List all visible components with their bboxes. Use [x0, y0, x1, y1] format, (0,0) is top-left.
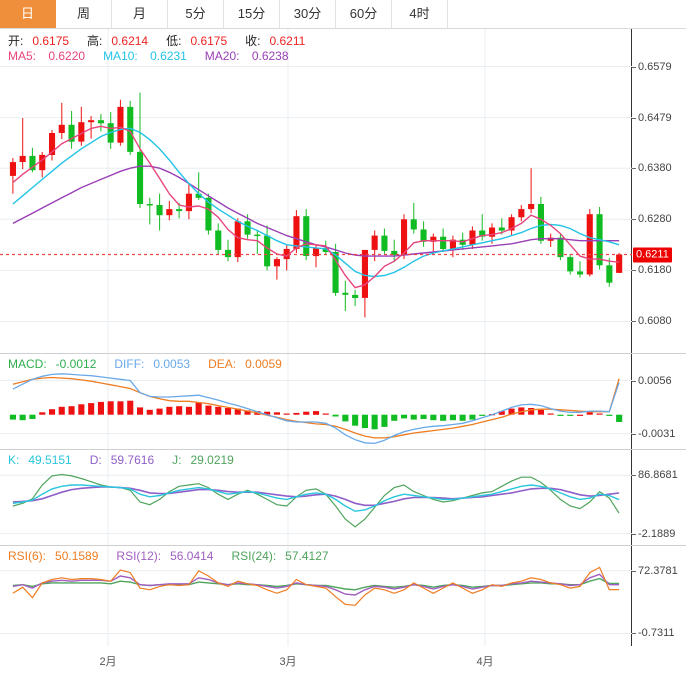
- axis-tick-mark: [632, 270, 636, 272]
- axis-tick-mark: [632, 570, 636, 572]
- axis-tick-mark: [632, 66, 636, 68]
- axis-tick-mark: [632, 168, 636, 170]
- date-axis: 2月 3月 4月: [0, 646, 686, 674]
- date-axis-label: 2月: [99, 656, 117, 668]
- period-tab-3[interactable]: 5分: [168, 0, 224, 28]
- price-panel: 开: 0.6175 高: 0.6214 低: 0.6175 收: 0.6211 MA5: 0.…: [0, 29, 686, 353]
- tab-bar-filler: [448, 0, 686, 28]
- kdj-panel: K: 49.5151 D: 59.7616 J: 29.0219 86.8681 -2.18…: [0, 449, 686, 545]
- period-tab-5[interactable]: 30分: [280, 0, 336, 28]
- axis-tick-mark: [632, 321, 636, 323]
- axis-tick-label: 86.8681: [638, 469, 678, 482]
- period-tab-2[interactable]: 月: [112, 0, 168, 28]
- axis-tick-label: -0.0031: [638, 427, 676, 440]
- rsi-panel: RSI(6): 50.1589 RSI(12): 56.0414 RSI(24): 57.…: [0, 545, 686, 646]
- axis-tick-mark: [632, 533, 636, 535]
- macd-axis: 0.0056 -0.0031: [632, 354, 686, 449]
- macd-panel: MACD: -0.0012 DIFF: 0.0053 DEA: 0.0059 0.0056…: [0, 353, 686, 449]
- period-tab-bar: 日周月 5分 15分 30分 60分 4时: [0, 0, 686, 29]
- period-tab-7[interactable]: 4时: [392, 0, 448, 28]
- axis-tick-label: -2.1889: [638, 527, 676, 540]
- period-tab-0[interactable]: 日: [0, 0, 56, 28]
- price-plot-area[interactable]: [0, 29, 632, 353]
- kdj-axis: 86.8681 -2.1889: [632, 450, 686, 545]
- macd-chart-svg: [0, 354, 632, 449]
- axis-tick-label: 0.6479: [638, 111, 672, 124]
- kdj-plot-area[interactable]: [0, 450, 632, 545]
- chart-stack: 开: 0.6175 高: 0.6214 低: 0.6175 收: 0.6211 MA5: 0.…: [0, 29, 686, 674]
- axis-tick-mark: [632, 475, 636, 477]
- axis-tick-label: 0.6280: [638, 213, 672, 226]
- current-price-badge: 0.6211: [633, 247, 672, 263]
- price-axis: 0.6579 0.6479 0.6380 0.6280 0.6180 0.6080 0.62…: [632, 29, 686, 353]
- period-tab-6[interactable]: 60分: [336, 0, 392, 28]
- macd-plot-area[interactable]: [0, 354, 632, 449]
- axis-tick-label: 0.6180: [638, 264, 672, 277]
- axis-tick-mark: [632, 433, 636, 435]
- axis-tick-mark: [632, 219, 636, 221]
- period-tab-4[interactable]: 15分: [224, 0, 280, 28]
- axis-tick-mark: [632, 633, 636, 635]
- axis-tick-label: 0.0056: [638, 374, 672, 387]
- date-axis-label: 4月: [476, 656, 494, 668]
- rsi-plot-area[interactable]: [0, 546, 632, 646]
- axis-tick-mark: [632, 117, 636, 119]
- rsi-axis: 72.3781 -0.7311: [632, 546, 686, 646]
- axis-tick-label: 0.6579: [638, 60, 672, 73]
- kdj-chart-svg: [0, 450, 632, 545]
- axis-tick-mark: [632, 380, 636, 382]
- date-axis-label: 3月: [279, 656, 297, 668]
- axis-tick-label: 0.6380: [638, 162, 672, 175]
- period-tab-1[interactable]: 周: [56, 0, 112, 28]
- axis-tick-label: -0.7311: [638, 627, 675, 640]
- axis-tick-label: 72.3781: [638, 564, 678, 577]
- axis-tick-label: 0.6080: [638, 315, 672, 328]
- rsi-chart-svg: [0, 546, 632, 646]
- price-chart-svg: [0, 29, 632, 353]
